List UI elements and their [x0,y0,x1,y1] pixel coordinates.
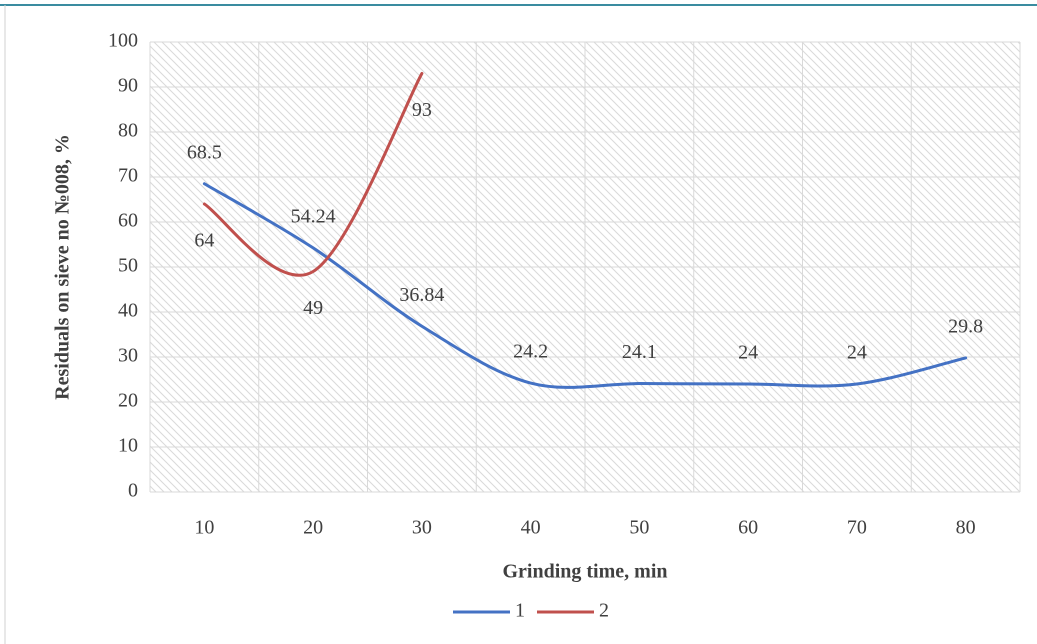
data-label: 24.2 [513,341,548,363]
data-label: 54.24 [291,206,336,228]
data-label: 29.8 [948,315,983,337]
y-tick-label: 20 [118,390,138,412]
x-tick-label: 70 [847,517,867,539]
y-tick-label: 0 [128,480,138,502]
data-label: 68.5 [187,141,222,163]
x-tick-label: 60 [738,517,758,539]
y-tick-label: 40 [118,300,138,322]
y-axis-title: Residuals on sieve no №008, % [52,134,74,400]
y-tick-label: 90 [118,75,138,97]
data-label: 93 [412,99,432,121]
data-label: 24.1 [622,341,657,363]
data-label: 24 [738,342,758,364]
y-tick-label: 60 [118,210,138,232]
x-tick-label: 30 [412,517,432,539]
data-label: 49 [303,297,323,319]
series-line [202,72,424,277]
legend-label: 1 [515,600,525,622]
x-tick-label: 10 [194,517,214,539]
y-tick-label: 100 [108,30,138,52]
x-tick-label: 20 [303,517,323,539]
legend-label: 2 [599,600,609,622]
series-line [202,182,968,389]
y-tick-label: 80 [118,120,138,142]
x-tick-label: 50 [629,517,649,539]
data-label: 64 [194,230,214,252]
x-axis-title: Grinding time, min [502,561,667,583]
data-label: 24 [847,342,867,364]
y-tick-label: 10 [118,435,138,457]
y-tick-label: 30 [118,345,138,367]
x-tick-label: 40 [521,517,541,539]
x-tick-label: 80 [956,517,976,539]
data-label: 36.84 [399,284,444,306]
y-tick-label: 70 [118,165,138,187]
y-tick-label: 50 [118,255,138,277]
